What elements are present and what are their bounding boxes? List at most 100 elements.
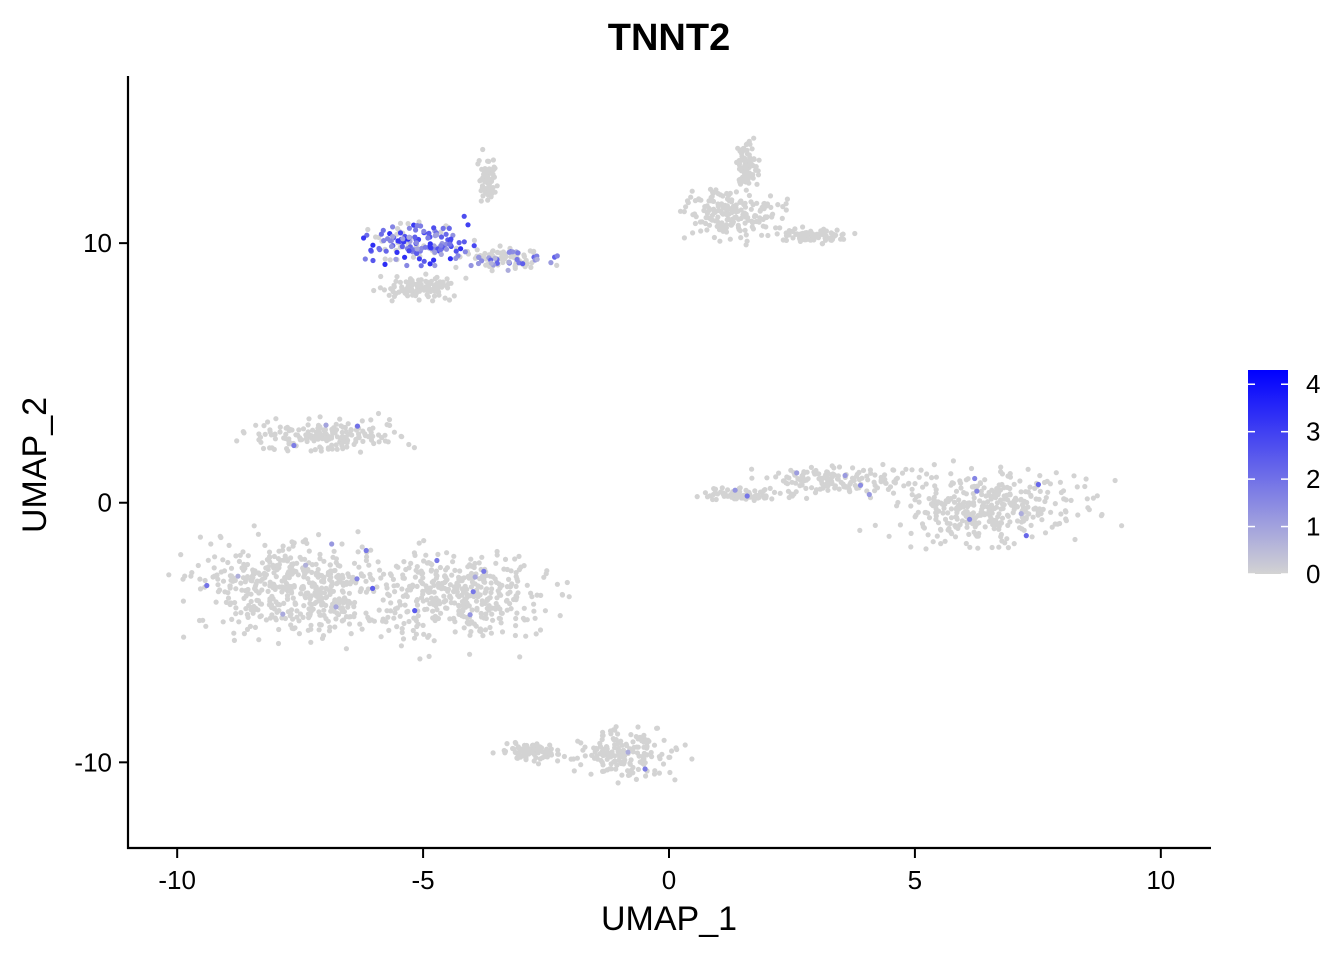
- cell-point: [203, 623, 209, 629]
- cell-point: [368, 430, 374, 436]
- cell-point: [476, 158, 482, 164]
- cell-point: [404, 262, 410, 269]
- cell-point: [1042, 530, 1049, 536]
- cell-point: [510, 253, 516, 259]
- cell-point: [471, 237, 477, 243]
- cell-point: [494, 249, 501, 255]
- cell-point: [400, 236, 406, 242]
- cell-point: [427, 585, 433, 591]
- cell-point: [656, 770, 663, 776]
- cell-point: [475, 260, 482, 267]
- cell-point: [197, 586, 204, 592]
- cell-point: [271, 570, 277, 576]
- cell-point: [225, 595, 232, 601]
- cell-point: [969, 484, 976, 490]
- cell-point: [942, 538, 948, 544]
- cell-point: [240, 567, 247, 573]
- cell-point: [601, 768, 607, 774]
- y-axis-title: UMAP_2: [16, 397, 54, 533]
- cell-point: [301, 603, 307, 609]
- cell-point: [743, 187, 749, 193]
- cell-point: [287, 613, 293, 619]
- cell-point: [399, 626, 405, 632]
- cell-point: [389, 298, 395, 304]
- cell-point: [323, 616, 329, 622]
- cell-point: [757, 489, 764, 495]
- cell-point: [312, 600, 318, 607]
- cell-point: [500, 249, 506, 255]
- cell-point: [948, 506, 955, 512]
- cell-point: [357, 449, 364, 455]
- cell-point: [441, 599, 447, 605]
- cell-point: [749, 224, 755, 230]
- cell-point: [708, 198, 714, 204]
- cell-point: [455, 582, 462, 589]
- cell-point: [467, 562, 473, 568]
- cell-point: [451, 553, 457, 559]
- cell-point: [381, 287, 387, 293]
- cell-point: [956, 497, 962, 503]
- cell-point: [1007, 471, 1013, 477]
- cell-point: [305, 611, 311, 617]
- cell-point: [760, 216, 766, 222]
- cell-point: [215, 589, 221, 595]
- cell-point: [395, 238, 401, 244]
- cell-point: [692, 220, 699, 227]
- cell-point: [506, 259, 512, 265]
- cell-point: [211, 565, 217, 571]
- cell-point: [953, 506, 959, 512]
- cell-point: [523, 755, 529, 761]
- cell-point: [619, 742, 625, 748]
- cell-point: [308, 622, 314, 628]
- cell-point: [1023, 509, 1029, 515]
- cell-point: [804, 495, 810, 501]
- cell-point: [405, 286, 411, 292]
- cell-point: [777, 225, 783, 231]
- cell-point: [533, 755, 539, 761]
- cell-point: [233, 586, 239, 592]
- cell-point: [715, 214, 721, 220]
- cell-point: [901, 483, 907, 489]
- cell-point: [409, 277, 415, 284]
- cell-point: [824, 481, 830, 487]
- cell-point: [482, 250, 488, 257]
- cell-point: [712, 486, 719, 492]
- cell-point: [430, 298, 436, 304]
- cell-point: [615, 740, 621, 747]
- cell-point: [630, 770, 636, 776]
- cell-point: [382, 438, 388, 444]
- cell-point: [733, 189, 740, 195]
- cell-point: [291, 583, 297, 589]
- cell-point: [599, 733, 606, 739]
- cell-point: [749, 475, 755, 481]
- cell-point: [267, 555, 273, 561]
- cell-point: [232, 600, 238, 606]
- cell-point: [448, 595, 454, 601]
- cell-point: [467, 593, 473, 599]
- cell-point: [409, 583, 415, 589]
- cell-point: [490, 157, 496, 163]
- cell-point: [368, 417, 374, 423]
- cell-point: [317, 556, 323, 562]
- cell-point: [967, 516, 973, 522]
- cell-point: [227, 573, 233, 579]
- cell-point: [331, 608, 337, 614]
- cell-point: [451, 584, 457, 590]
- cell-point: [839, 232, 845, 238]
- cell-point: [992, 493, 998, 499]
- cell-point: [615, 731, 621, 737]
- cell-point: [1004, 497, 1011, 503]
- cell-point: [247, 623, 253, 630]
- cell-point: [444, 565, 450, 571]
- cell-point: [1017, 525, 1023, 531]
- cell-point: [448, 600, 454, 606]
- cell-point: [472, 560, 478, 567]
- cell-point: [422, 244, 428, 250]
- cell-point: [966, 531, 972, 538]
- cell-point: [524, 261, 530, 267]
- cell-point: [236, 558, 242, 565]
- cell-point: [220, 557, 226, 563]
- cell-point: [627, 760, 633, 766]
- cell-point: [769, 212, 775, 218]
- cell-point: [936, 508, 942, 514]
